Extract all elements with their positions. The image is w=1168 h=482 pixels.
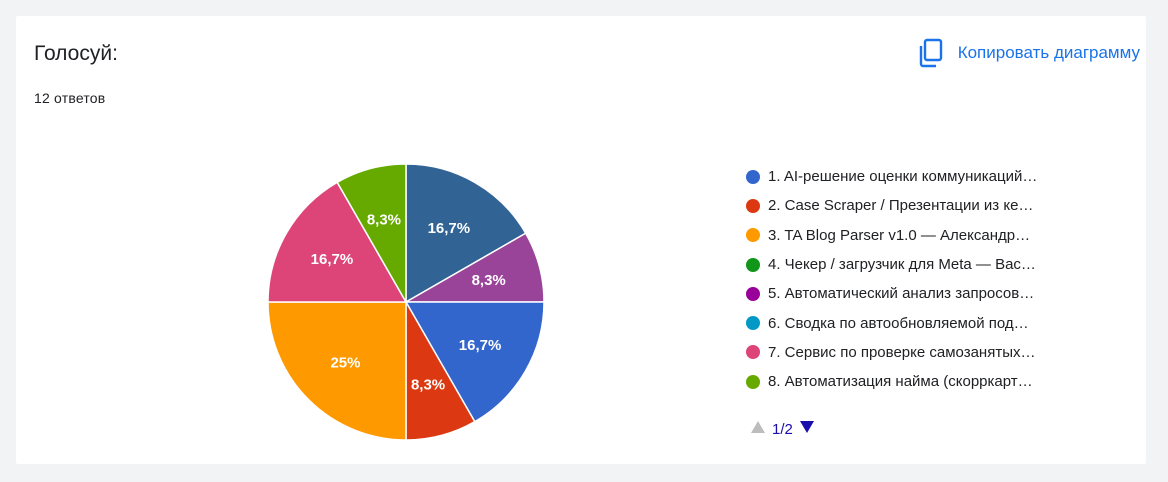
legend-swatch: [746, 374, 760, 389]
copy-chart-label: Копировать диаграмму: [957, 43, 1140, 62]
copy-icon: [918, 38, 944, 68]
legend-label: 2. Case Scraper / Презентации из ке…: [768, 197, 1034, 215]
triangle-down-icon[interactable]: [799, 420, 815, 438]
legend-label: 4. Чекер / загрузчик для Meta — Вас…: [768, 256, 1036, 274]
slice-percent-label: 8,3%: [367, 211, 401, 228]
legend-item: 2. Case Scraper / Презентации из ке…: [746, 191, 1136, 220]
slice-percent-label: 8,3%: [472, 272, 506, 289]
legend-item: 6. Сводка по автообновляемой под…: [746, 308, 1136, 337]
copy-chart-button[interactable]: Копировать диаграмму: [918, 36, 1140, 70]
legend-swatch: [746, 198, 760, 213]
legend-item: 5. Автоматический анализ запросов…: [746, 279, 1136, 308]
pie-slice: [267, 181, 408, 303]
triangle-up-icon[interactable]: [750, 420, 766, 438]
slice-percent-label: 16,7%: [428, 220, 471, 237]
pager-text: 1/2: [772, 420, 793, 438]
pie-slice: [336, 163, 407, 305]
slice-percent-label: 16,7%: [311, 251, 354, 268]
response-count: 12 ответов: [34, 90, 106, 106]
legend-item: 8. Автоматизация найма (скорркарт…: [746, 367, 1136, 396]
legend-swatch: [746, 345, 760, 360]
slice-percent-label: 16,7%: [459, 337, 502, 354]
legend-swatch: [746, 286, 760, 301]
legend-label: 3. TA Blog Parser v1.0 — Александр…: [768, 226, 1031, 244]
legend-swatch: [746, 169, 760, 184]
legend-item: 1. AI-решение оценки коммуникаций…: [746, 162, 1136, 191]
pie-slice: [405, 163, 527, 304]
slice-percent-label: 25%: [330, 355, 360, 372]
legend-swatch: [746, 316, 760, 331]
legend-label: 5. Автоматический анализ запросов…: [768, 285, 1035, 303]
slice-percent-label: 8,3%: [411, 377, 445, 394]
legend-swatch: [746, 257, 760, 272]
legend-item: 4. Чекер / загрузчик для Meta — Вас…: [746, 250, 1136, 279]
pie-chart: 16,7% 8,3% 16,7% 8,3% 25% 16,7% 8,3%: [256, 152, 556, 452]
question-title: Голосуй:: [34, 42, 118, 65]
chart-card: Голосуй: 12 ответов Копировать диаграмму…: [16, 16, 1146, 464]
pie-slice: [267, 301, 407, 441]
legend-swatch: [746, 228, 760, 243]
legend-label: 7. Сервис по проверке самозанятых…: [768, 343, 1036, 361]
chart-legend: 1. AI-решение оценки коммуникаций… 2. Cas…: [746, 162, 1136, 396]
legend-pager: 1/2: [750, 420, 815, 438]
legend-item: 7. Сервис по проверке самозанятых…: [746, 338, 1136, 367]
legend-label: 1. AI-решение оценки коммуникаций…: [768, 168, 1038, 186]
legend-item: 3. TA Blog Parser v1.0 — Александр…: [746, 221, 1136, 250]
legend-label: 6. Сводка по автообновляемой под…: [768, 314, 1029, 332]
pie-slice: [404, 301, 545, 423]
legend-label: 8. Автоматизация найма (скорркарт…: [768, 373, 1033, 391]
